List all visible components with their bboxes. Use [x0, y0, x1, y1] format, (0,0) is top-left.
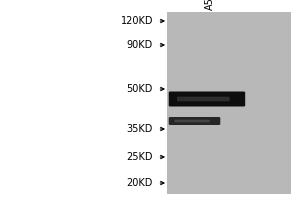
FancyBboxPatch shape: [177, 97, 230, 101]
Text: 35KD: 35KD: [127, 124, 153, 134]
Text: 25KD: 25KD: [127, 152, 153, 162]
Text: 20KD: 20KD: [127, 178, 153, 188]
FancyBboxPatch shape: [169, 117, 220, 125]
Bar: [167, 12, 291, 194]
Text: 90KD: 90KD: [127, 40, 153, 50]
Text: 50KD: 50KD: [127, 84, 153, 94]
Text: A549: A549: [205, 0, 215, 10]
Text: 120KD: 120KD: [121, 16, 153, 26]
FancyBboxPatch shape: [169, 92, 245, 106]
FancyBboxPatch shape: [175, 120, 210, 122]
